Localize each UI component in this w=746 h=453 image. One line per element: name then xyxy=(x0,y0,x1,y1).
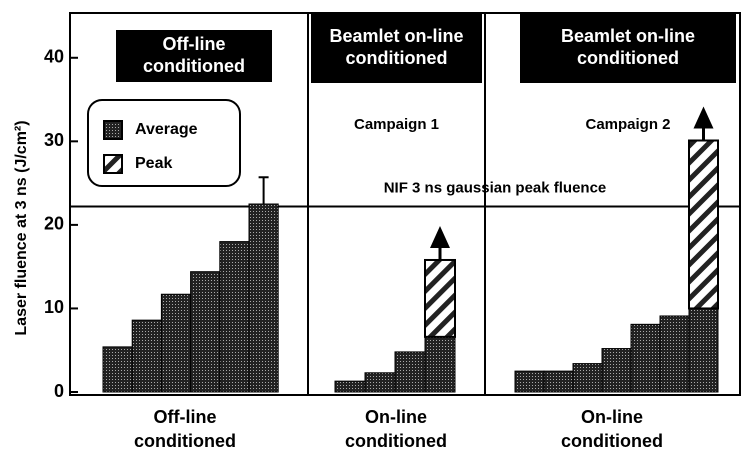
group-subtitle: Campaign 2 xyxy=(585,116,670,133)
legend-label: Peak xyxy=(135,155,172,172)
bar-average xyxy=(688,307,719,393)
group-header: Beamlet on-line xyxy=(329,26,463,46)
y-tick-label: 10 xyxy=(44,297,64,317)
bar-average xyxy=(543,370,574,393)
bar-average xyxy=(131,319,162,393)
group-subtitle: Campaign 1 xyxy=(354,116,439,133)
bar-average xyxy=(659,315,690,393)
group-label: On-line xyxy=(365,407,427,427)
group-header-box xyxy=(116,30,272,82)
y-axis-label: Laser fluence at 3 ns (J/cm²) xyxy=(13,120,30,335)
bar-average xyxy=(572,363,603,393)
group-header: Beamlet on-line xyxy=(561,26,695,46)
bar-average xyxy=(514,370,545,393)
y-tick-label: 30 xyxy=(44,130,64,150)
bar-peak xyxy=(424,258,456,338)
bar-average xyxy=(160,293,192,393)
y-tick-label: 40 xyxy=(44,47,64,67)
y-tick-label: 0 xyxy=(54,381,64,401)
legend-label: Average xyxy=(135,121,198,138)
group-header: conditioned xyxy=(577,48,679,68)
bar-average xyxy=(334,380,366,393)
legend-swatch xyxy=(103,120,123,140)
bar-average xyxy=(364,372,396,393)
group-header-box xyxy=(520,13,736,83)
bar-average xyxy=(630,323,661,393)
bar-average xyxy=(190,271,221,393)
reference-label: NIF 3 ns gaussian peak fluence xyxy=(384,179,607,196)
group-label: conditioned xyxy=(561,431,663,451)
group-header: Off-line xyxy=(163,34,226,54)
bar-average xyxy=(102,346,133,393)
legend-swatch xyxy=(103,154,123,174)
bar-peak xyxy=(688,139,719,310)
arrow-head xyxy=(693,106,714,129)
bar-average xyxy=(394,351,426,393)
bar-average xyxy=(248,203,279,393)
bar-average xyxy=(424,336,456,393)
group-header: conditioned xyxy=(346,48,448,68)
group-label: conditioned xyxy=(345,431,447,451)
group-header: conditioned xyxy=(143,56,245,76)
arrow-head xyxy=(430,225,450,248)
y-tick-label: 20 xyxy=(44,214,64,234)
legend xyxy=(87,99,241,187)
bar-average xyxy=(219,241,250,393)
group-label: Off-line xyxy=(154,407,217,427)
bar-average xyxy=(601,348,632,393)
group-label: conditioned xyxy=(134,431,236,451)
group-label: On-line xyxy=(581,407,643,427)
group-header-box xyxy=(311,13,482,83)
